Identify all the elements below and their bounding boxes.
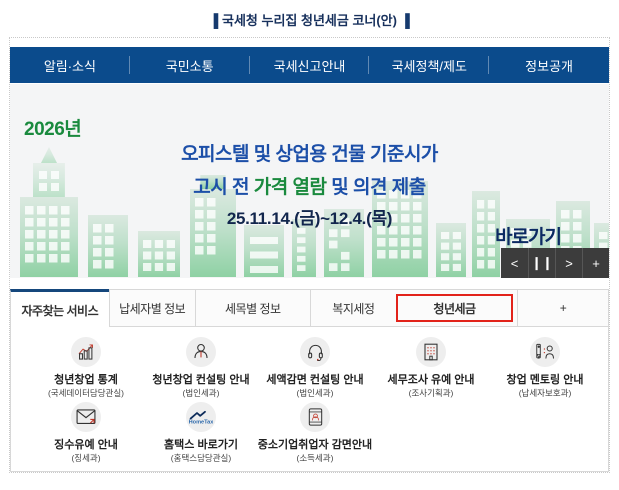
svg-text:HomeTax: HomeTax: [189, 419, 213, 425]
